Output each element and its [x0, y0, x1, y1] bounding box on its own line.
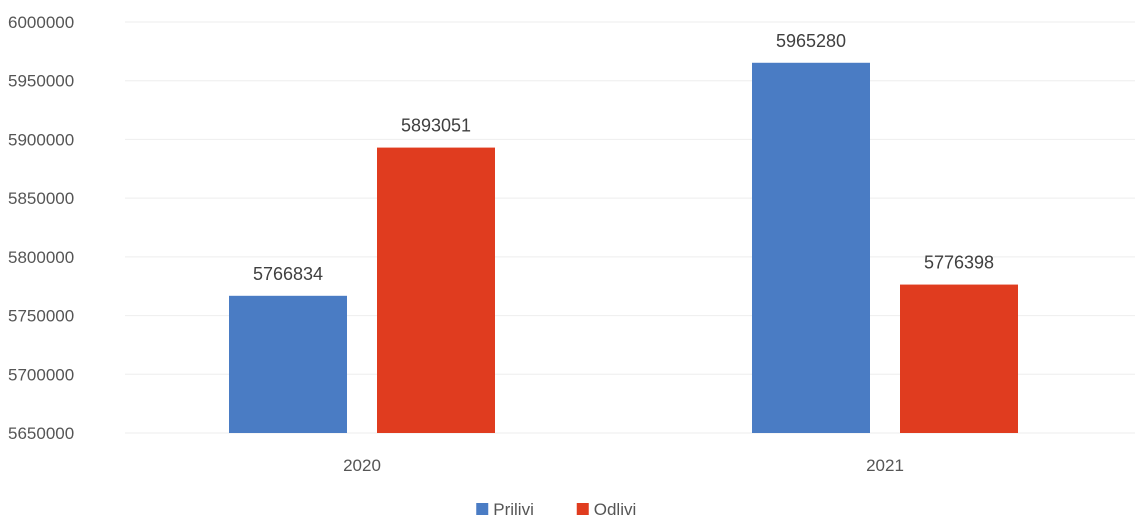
x-tick-label: 2021	[866, 456, 904, 475]
legend-label-prilivi: Prilivi	[493, 500, 534, 519]
y-tick-label: 5750000	[8, 307, 74, 326]
bar-odlivi-2021	[900, 284, 1018, 433]
legend-swatch-prilivi	[476, 503, 489, 515]
bars	[229, 62, 1018, 433]
bar-odlivi-2020	[377, 147, 495, 433]
y-tick-label: 5950000	[8, 72, 74, 91]
y-axis: 5650000 5700000 5750000 5800000 5850000 59000…	[8, 13, 74, 443]
y-tick-label: 5800000	[8, 248, 74, 267]
bar-prilivi-2021	[752, 62, 870, 433]
y-tick-label: 5900000	[8, 130, 74, 149]
legend-swatch-odlivi	[576, 503, 589, 515]
y-tick-label: 5700000	[8, 365, 74, 384]
y-tick-label: 5850000	[8, 189, 74, 208]
data-label: 5766834	[253, 264, 323, 284]
data-label: 5965280	[776, 31, 846, 51]
legend-label-odlivi: Odlivi	[594, 500, 637, 519]
y-tick-label: 6000000	[8, 13, 74, 32]
data-label: 5893051	[401, 116, 471, 136]
y-tick-label: 5650000	[8, 424, 74, 443]
bar-prilivi-2020	[229, 295, 347, 433]
x-axis: 2020 2021	[343, 456, 904, 475]
data-label: 5776398	[924, 253, 994, 273]
data-labels: 5766834 5893051 5965280 5776398	[253, 31, 994, 284]
x-tick-label: 2020	[343, 456, 381, 475]
legend: Prilivi Odlivi	[476, 500, 636, 519]
